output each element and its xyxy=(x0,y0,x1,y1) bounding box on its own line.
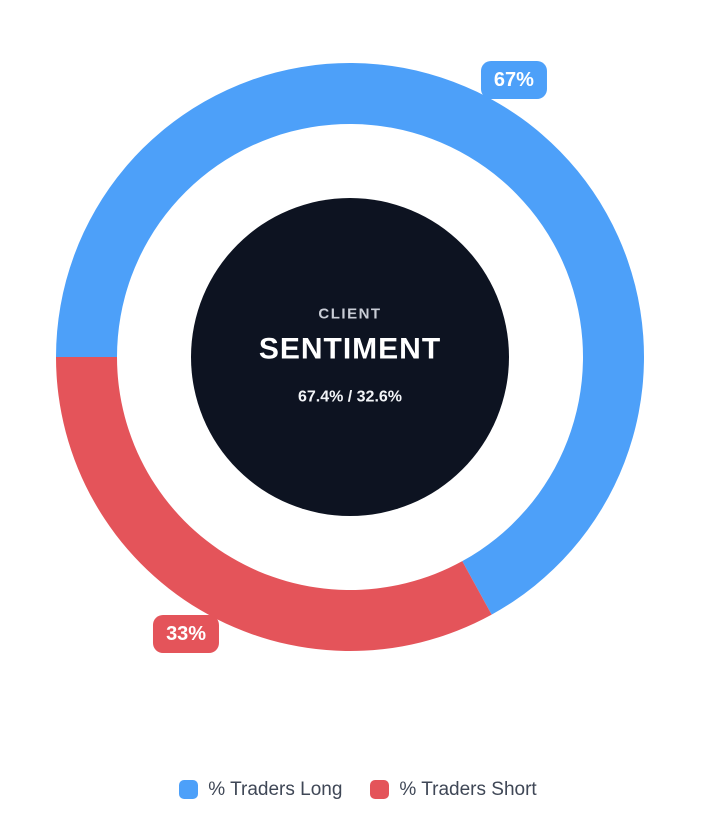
donut-slice-1[interactable] xyxy=(56,357,492,652)
legend-swatch-short xyxy=(370,780,390,799)
legend-label-long: % Traders Long xyxy=(208,779,343,800)
legend-item-traders-long[interactable]: % Traders Long xyxy=(179,780,342,799)
slice-label-long-badge: 67% xyxy=(480,60,547,99)
legend-item-traders-short[interactable]: % Traders Short xyxy=(370,779,537,800)
legend-swatch-long xyxy=(179,780,199,799)
center-disc xyxy=(191,198,509,516)
legend: % Traders Long % Traders Short xyxy=(0,780,716,799)
legend-label-short: % Traders Short xyxy=(399,779,537,800)
slice-label-short-badge: 33% xyxy=(153,615,220,654)
